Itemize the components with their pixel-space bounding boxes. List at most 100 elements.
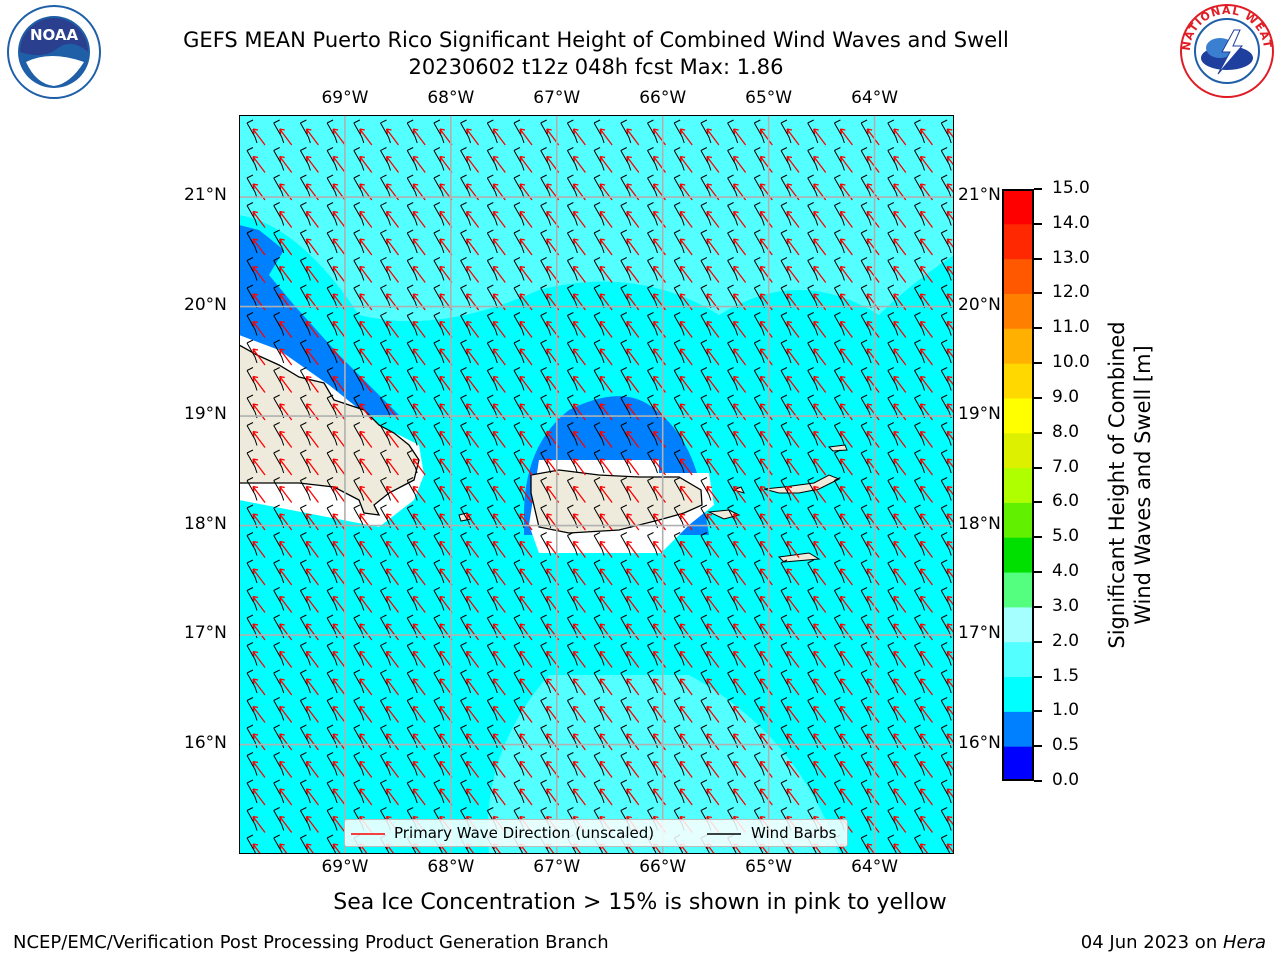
wind-barb xyxy=(727,477,739,501)
lon-label-bottom: 64°W xyxy=(851,857,899,877)
wind-barb xyxy=(673,174,685,199)
colorbar-title-line2: Wind Waves and Swell [m] xyxy=(1131,345,1155,625)
wind-barb xyxy=(807,119,819,144)
wind-barb xyxy=(593,559,605,584)
wave-direction-arrow xyxy=(279,678,293,696)
wave-direction-arrow xyxy=(279,128,293,146)
wind-barb xyxy=(326,614,338,639)
wave-direction-arrow xyxy=(492,238,506,256)
wind-barb xyxy=(700,477,712,501)
wave-direction-arrow xyxy=(839,788,853,806)
wave-direction-arrow xyxy=(332,375,346,393)
wind-barbs-legend-label: Wind Barbs xyxy=(751,824,837,842)
wind-barb xyxy=(647,449,658,474)
wind-barb xyxy=(780,422,792,446)
colorbar-bin xyxy=(1002,293,1034,329)
wind-barb xyxy=(326,147,338,171)
wind-barb xyxy=(940,724,952,749)
wind-barb xyxy=(513,614,525,639)
wind-barb xyxy=(246,559,258,584)
wind-barb xyxy=(620,312,632,336)
wind-barb xyxy=(887,669,899,694)
wind-barbs-legend-icon xyxy=(707,833,741,835)
colorbar-tick-mark xyxy=(1034,188,1042,190)
wind-barb xyxy=(540,422,552,446)
wind-barb xyxy=(566,422,578,446)
chart-title-line1: GEFS MEAN Puerto Rico Significant Height… xyxy=(183,28,1009,52)
wind-barb xyxy=(299,174,311,199)
wave-direction-arrow xyxy=(866,458,880,476)
wave-direction-arrow xyxy=(786,320,800,338)
wind-barb xyxy=(620,779,632,804)
wave-direction-arrow xyxy=(359,320,373,338)
wave-direction-arrow xyxy=(813,155,827,173)
colorbar-tick-label: 5.0 xyxy=(1052,526,1080,547)
wind-barb xyxy=(326,229,338,254)
wave-direction-arrow xyxy=(412,705,426,723)
wave-direction-arrow xyxy=(332,623,346,641)
colorbar-tick-label: 0.0 xyxy=(1052,770,1080,790)
colorbar-tick-label: 0.5 xyxy=(1052,735,1080,756)
lon-label-top: 64°W xyxy=(851,88,899,108)
wind-barb xyxy=(914,642,925,666)
colorbar-tick-label: 7.0 xyxy=(1052,456,1080,477)
wind-barb xyxy=(460,339,472,364)
wave-direction-arrow xyxy=(252,485,266,503)
colorbar-bin xyxy=(1002,328,1034,364)
wind-barb xyxy=(513,339,525,364)
wind-barb xyxy=(593,119,605,144)
wind-barb xyxy=(673,367,685,391)
wind-barb xyxy=(540,532,552,556)
wind-barb xyxy=(353,174,365,199)
wind-barb xyxy=(380,174,391,199)
wave-direction-arrow xyxy=(679,540,693,558)
colorbar-tick-mark xyxy=(1034,571,1042,574)
footer-right: 04 Jun 2023 on Hera xyxy=(1081,932,1266,953)
wind-barb xyxy=(433,724,445,749)
wave-direction-arrow xyxy=(252,760,266,778)
wind-barb xyxy=(727,642,739,666)
wave-direction-arrow xyxy=(919,760,934,778)
wave-direction-arrow xyxy=(279,485,293,503)
wave-direction-arrow xyxy=(385,458,400,476)
wave-direction-arrow xyxy=(866,568,880,586)
wave-direction-arrow xyxy=(572,375,586,393)
wind-barb xyxy=(887,752,899,776)
wave-direction-arrow xyxy=(919,430,934,448)
wind-barb xyxy=(326,779,338,804)
wave-direction-arrow xyxy=(732,155,747,173)
wind-barb xyxy=(380,119,391,144)
wind-barb xyxy=(807,697,819,721)
wind-barb xyxy=(299,147,311,171)
wave-direction-arrow xyxy=(385,733,400,751)
wave-direction-arrow xyxy=(252,623,266,641)
lat-label-right: 20°N xyxy=(958,294,1001,315)
wave-direction-arrow xyxy=(866,210,880,228)
wind-barb xyxy=(246,339,258,364)
wave-direction-arrow xyxy=(439,128,453,146)
wave-direction-arrow xyxy=(679,320,693,338)
wind-barb xyxy=(460,257,472,281)
wind-barb xyxy=(299,257,311,281)
wave-direction-arrow xyxy=(839,348,853,366)
wind-barb xyxy=(860,587,872,611)
wind-barb xyxy=(673,724,685,749)
wind-barb xyxy=(246,532,258,556)
wind-barb xyxy=(566,119,578,144)
wind-barb xyxy=(406,147,418,171)
wave-direction-arrow xyxy=(332,595,346,613)
wave-direction-legend-label: Primary Wave Direction (unscaled) xyxy=(394,824,655,842)
wave-direction-arrow xyxy=(732,733,747,751)
wind-barb xyxy=(780,532,792,556)
wave-direction-arrow xyxy=(439,623,453,641)
wave-direction-arrow xyxy=(732,210,747,228)
wind-barb xyxy=(513,119,525,144)
wave-direction-arrow xyxy=(786,760,800,778)
wave-direction-arrow xyxy=(839,128,853,146)
wave-direction-arrow xyxy=(519,623,533,641)
wave-direction-arrow xyxy=(279,623,293,641)
wave-direction-arrow xyxy=(893,843,903,854)
wind-barb xyxy=(620,697,632,721)
wave-direction-arrow xyxy=(839,155,853,173)
wave-direction-arrow xyxy=(786,458,800,476)
